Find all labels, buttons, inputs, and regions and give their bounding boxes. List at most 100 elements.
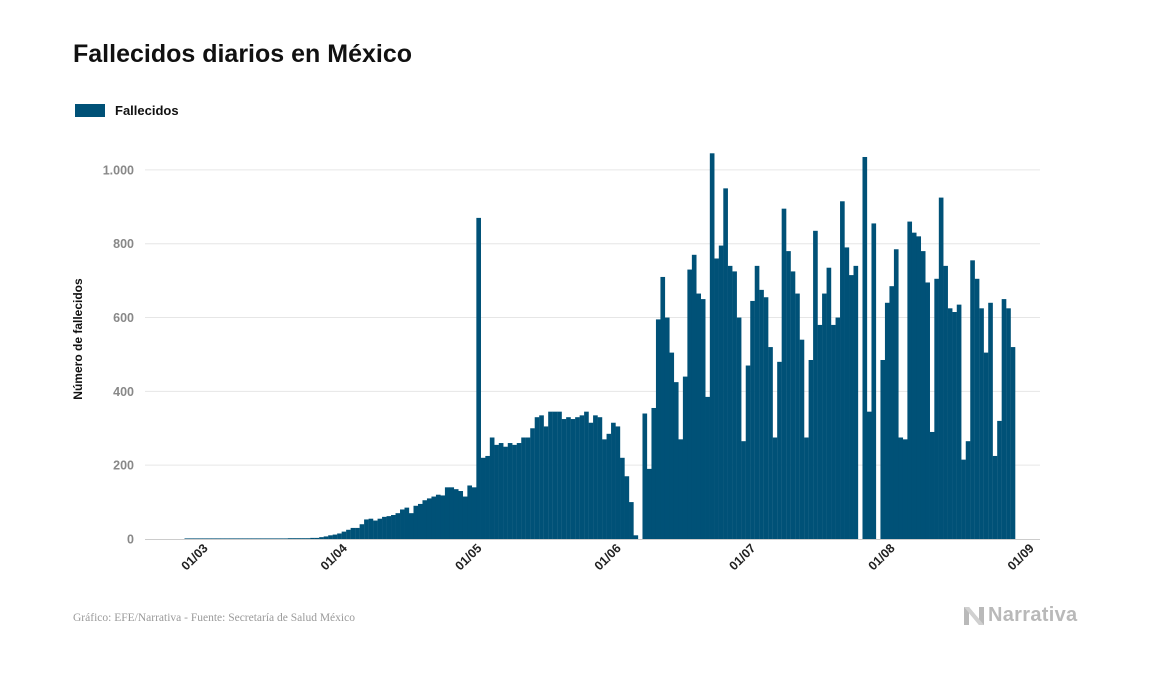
bar — [682, 376, 688, 539]
bar — [705, 396, 710, 539]
bar — [916, 236, 922, 539]
x-tick-label: 01/08 — [866, 541, 898, 573]
bar — [669, 352, 675, 539]
bar — [557, 411, 562, 539]
bar — [687, 269, 693, 539]
bar — [893, 249, 899, 539]
bar — [400, 509, 405, 539]
bar — [296, 538, 302, 539]
x-tick-label: 01/04 — [318, 541, 350, 573]
y-tick-label: 1.000 — [103, 163, 134, 177]
bar — [808, 359, 814, 539]
bar — [651, 407, 657, 539]
bar — [718, 245, 724, 539]
bar — [575, 417, 580, 539]
brand-name: Narrativa — [988, 604, 1078, 626]
bar — [220, 538, 226, 539]
bar — [795, 293, 800, 539]
bar — [929, 431, 935, 539]
y-tick-label: 200 — [113, 459, 134, 473]
x-tick-label: 01/09 — [1005, 541, 1037, 573]
bar — [512, 444, 517, 539]
bar — [287, 538, 293, 539]
bar — [364, 519, 369, 539]
bar — [530, 428, 535, 539]
bar — [238, 538, 244, 539]
bar — [615, 426, 621, 539]
bar — [889, 286, 895, 539]
bar — [377, 518, 383, 539]
bar — [584, 411, 589, 539]
bar — [350, 527, 356, 539]
bar — [391, 515, 396, 539]
bar — [804, 437, 809, 539]
bar — [655, 319, 661, 539]
bar — [570, 419, 576, 539]
bar — [197, 538, 203, 539]
bar — [974, 278, 980, 539]
bar — [961, 459, 966, 539]
bar — [224, 538, 230, 539]
bar — [611, 422, 616, 539]
bar — [188, 538, 194, 539]
bar — [741, 441, 746, 539]
bar — [853, 265, 859, 539]
bar — [467, 485, 473, 539]
bar — [417, 503, 423, 539]
bar — [768, 347, 773, 539]
bar — [283, 538, 288, 539]
bar — [462, 496, 468, 539]
x-tick-label: 01/07 — [726, 541, 758, 573]
bar — [997, 420, 1002, 539]
x-tick-label: 01/03 — [179, 541, 211, 573]
bar — [525, 437, 531, 539]
bar — [732, 271, 737, 539]
bar — [193, 538, 199, 539]
brand[interactable]: Narrativa — [963, 604, 1077, 627]
bar — [934, 278, 939, 539]
bar — [952, 312, 957, 539]
bar — [1010, 347, 1016, 539]
bar — [373, 520, 378, 539]
bar — [920, 251, 926, 540]
bar — [925, 282, 930, 539]
bar — [337, 533, 342, 539]
bar — [539, 415, 544, 539]
bar — [938, 197, 944, 539]
bar — [831, 324, 836, 539]
bar — [979, 308, 984, 539]
bar — [754, 265, 760, 539]
bar — [386, 516, 392, 539]
bar — [229, 538, 235, 539]
bar — [548, 411, 553, 539]
bar — [1001, 299, 1007, 539]
x-tick-label: 01/05 — [453, 541, 485, 573]
bar — [750, 300, 755, 539]
narrativa-logo-icon — [964, 606, 984, 625]
bar — [813, 230, 818, 540]
bar — [534, 417, 540, 539]
bar — [566, 417, 571, 539]
bar — [880, 359, 886, 539]
y-tick-label: 600 — [113, 311, 134, 325]
y-tick-label: 800 — [113, 237, 134, 251]
bar — [458, 491, 464, 539]
bar — [413, 505, 419, 539]
bar — [233, 538, 239, 539]
bar — [242, 538, 248, 539]
bar — [323, 536, 329, 539]
bar — [449, 487, 455, 539]
bar — [866, 411, 872, 539]
bar — [696, 293, 701, 539]
legend-swatch — [75, 104, 105, 117]
bar — [790, 271, 796, 539]
bar — [597, 417, 603, 539]
bar — [269, 538, 275, 539]
bar — [992, 455, 998, 539]
bar — [849, 275, 854, 539]
bar — [970, 260, 975, 539]
bar — [480, 457, 486, 539]
bar — [328, 535, 333, 539]
bar — [777, 361, 782, 539]
